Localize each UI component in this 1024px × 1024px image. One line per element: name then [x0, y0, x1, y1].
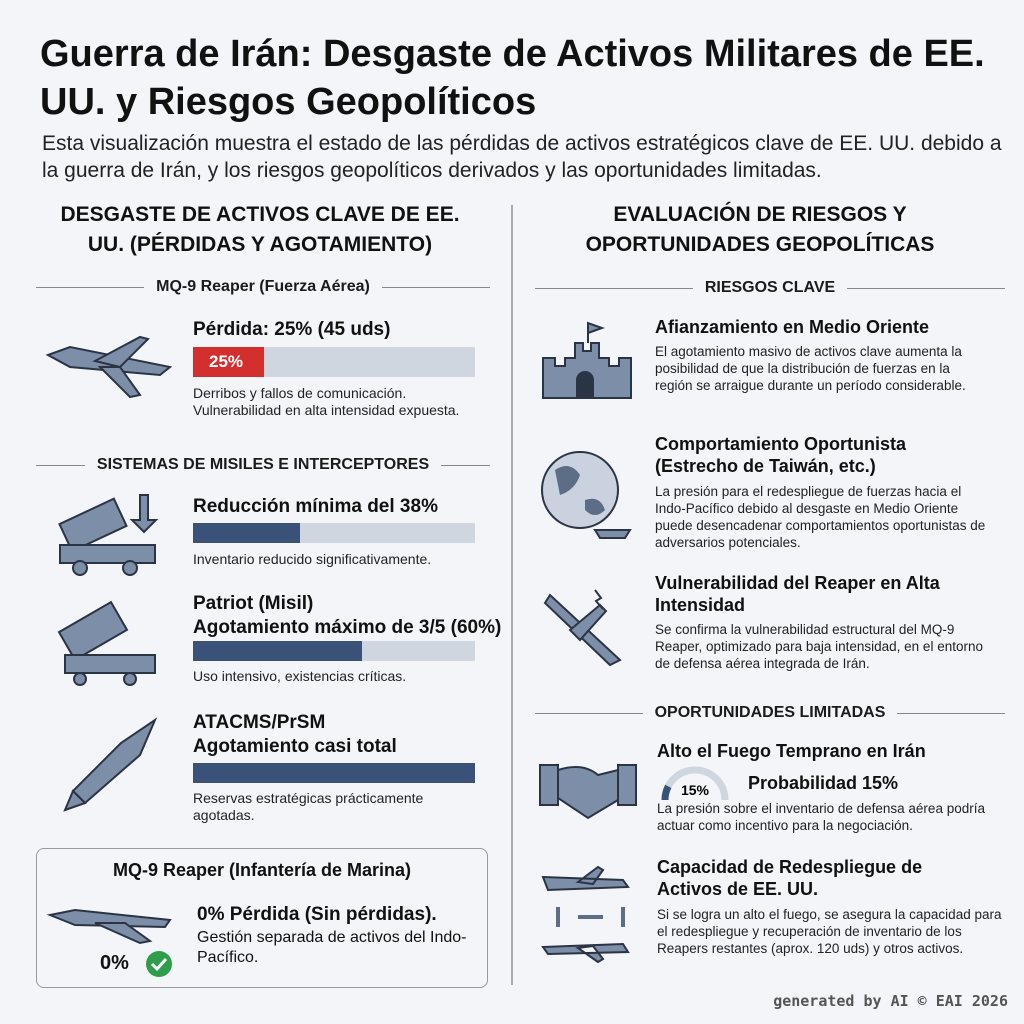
item-title: Patriot (Misil)	[193, 593, 314, 614]
bar: 25%	[193, 347, 264, 377]
risk-title: Comportamiento Oportunista (Estrecho de …	[655, 434, 906, 476]
gauge-label: 15%	[681, 782, 710, 798]
handshake-icon	[539, 764, 637, 820]
drone-icon	[45, 335, 173, 399]
title: Guerra de Irán: Desgaste de Activos Mili…	[40, 33, 985, 123]
item-title: Reducción mínima del 38%	[193, 496, 438, 517]
risk-text: Se confirma la vulnerabilidad estructura…	[655, 622, 983, 671]
missile-icon	[63, 717, 158, 812]
launcher-icon	[58, 494, 159, 576]
risk-title: Afianzamiento en Medio Oriente	[655, 317, 930, 337]
bar	[193, 763, 475, 783]
gauge-value	[661, 784, 672, 801]
gauge: 15%	[661, 766, 729, 801]
bar-label: 25%	[209, 352, 244, 371]
bar	[193, 523, 301, 543]
opportunity-title: Capacidad de Redespliegue de Activos de …	[657, 857, 923, 899]
opportunity-text: La presión sobre el inventario de defens…	[657, 801, 985, 833]
risk-text: La presión para el redespliegue de fuerz…	[655, 484, 986, 550]
item-subtitle: Agotamiento máximo de 3/5 (60%)	[193, 617, 502, 638]
section-title: RIESGOS CLAVE	[535, 279, 1005, 297]
item-title: ATACMS/PrSM	[193, 712, 326, 733]
section-title: OPORTUNIDADES LIMITADAS	[535, 704, 1005, 722]
launcher-icon	[57, 600, 156, 686]
bar	[193, 641, 363, 661]
badge: 0%	[100, 952, 129, 974]
item-note: Uso intensivo, existencias críticas.	[193, 668, 407, 684]
risk-title: Vulnerabilidad del Reaper en Alta Intens…	[655, 573, 940, 615]
bar-track	[193, 641, 475, 661]
item-title: Pérdida: 25% (45 uds)	[193, 319, 391, 340]
bar-track	[193, 763, 475, 783]
box-title: MQ-9 Reaper (Infantería de Marina)	[112, 860, 412, 880]
bar-track: 25%	[193, 347, 475, 377]
item-subtitle: Agotamiento casi total	[193, 736, 397, 757]
section-title: SISTEMAS DE MISILES E INTERCEPTORES	[36, 456, 490, 474]
divider	[511, 205, 513, 985]
section-title: MQ-9 Reaper (Fuerza Aérea)	[36, 278, 490, 296]
subtitle: Esta visualización muestra el estado de …	[42, 132, 1002, 182]
castle-icon	[542, 321, 632, 399]
opportunity-title: Alto el Fuego Temprano en Irán	[657, 741, 926, 761]
item-note: Gestión separada de activos del Indo-Pac…	[197, 929, 467, 966]
globe-icon	[541, 451, 632, 539]
opportunity-text: Si se logra un alto el fuego, se asegura…	[657, 907, 1002, 956]
item-note: Inventario reducido significativamente.	[193, 551, 432, 567]
right-heading: EVALUACIÓN DE RIESGOS Y OPORTUNIDADES GE…	[585, 203, 935, 256]
item-title: 0% Pérdida (Sin pérdidas).	[197, 904, 437, 925]
box	[36, 848, 488, 988]
footer: generated by AI © EAI 2026	[773, 992, 1008, 1010]
risk-text: El agotamiento masivo de activos clave a…	[655, 344, 966, 393]
left-heading: DESGASTE DE ACTIVOS CLAVE DE EE. UU. (PÉ…	[60, 203, 460, 256]
damaged-plane-icon	[543, 589, 622, 667]
item-note: Reservas estratégicas prácticamente agot…	[193, 790, 424, 823]
probability: Probabilidad 15%	[748, 773, 899, 793]
check-icon	[146, 951, 172, 977]
redeploy-icon	[541, 865, 630, 964]
bar-track	[193, 523, 475, 543]
item-note: Derribos y fallos de comunicación. Vulne…	[193, 385, 460, 418]
drone-icon	[46, 908, 172, 945]
